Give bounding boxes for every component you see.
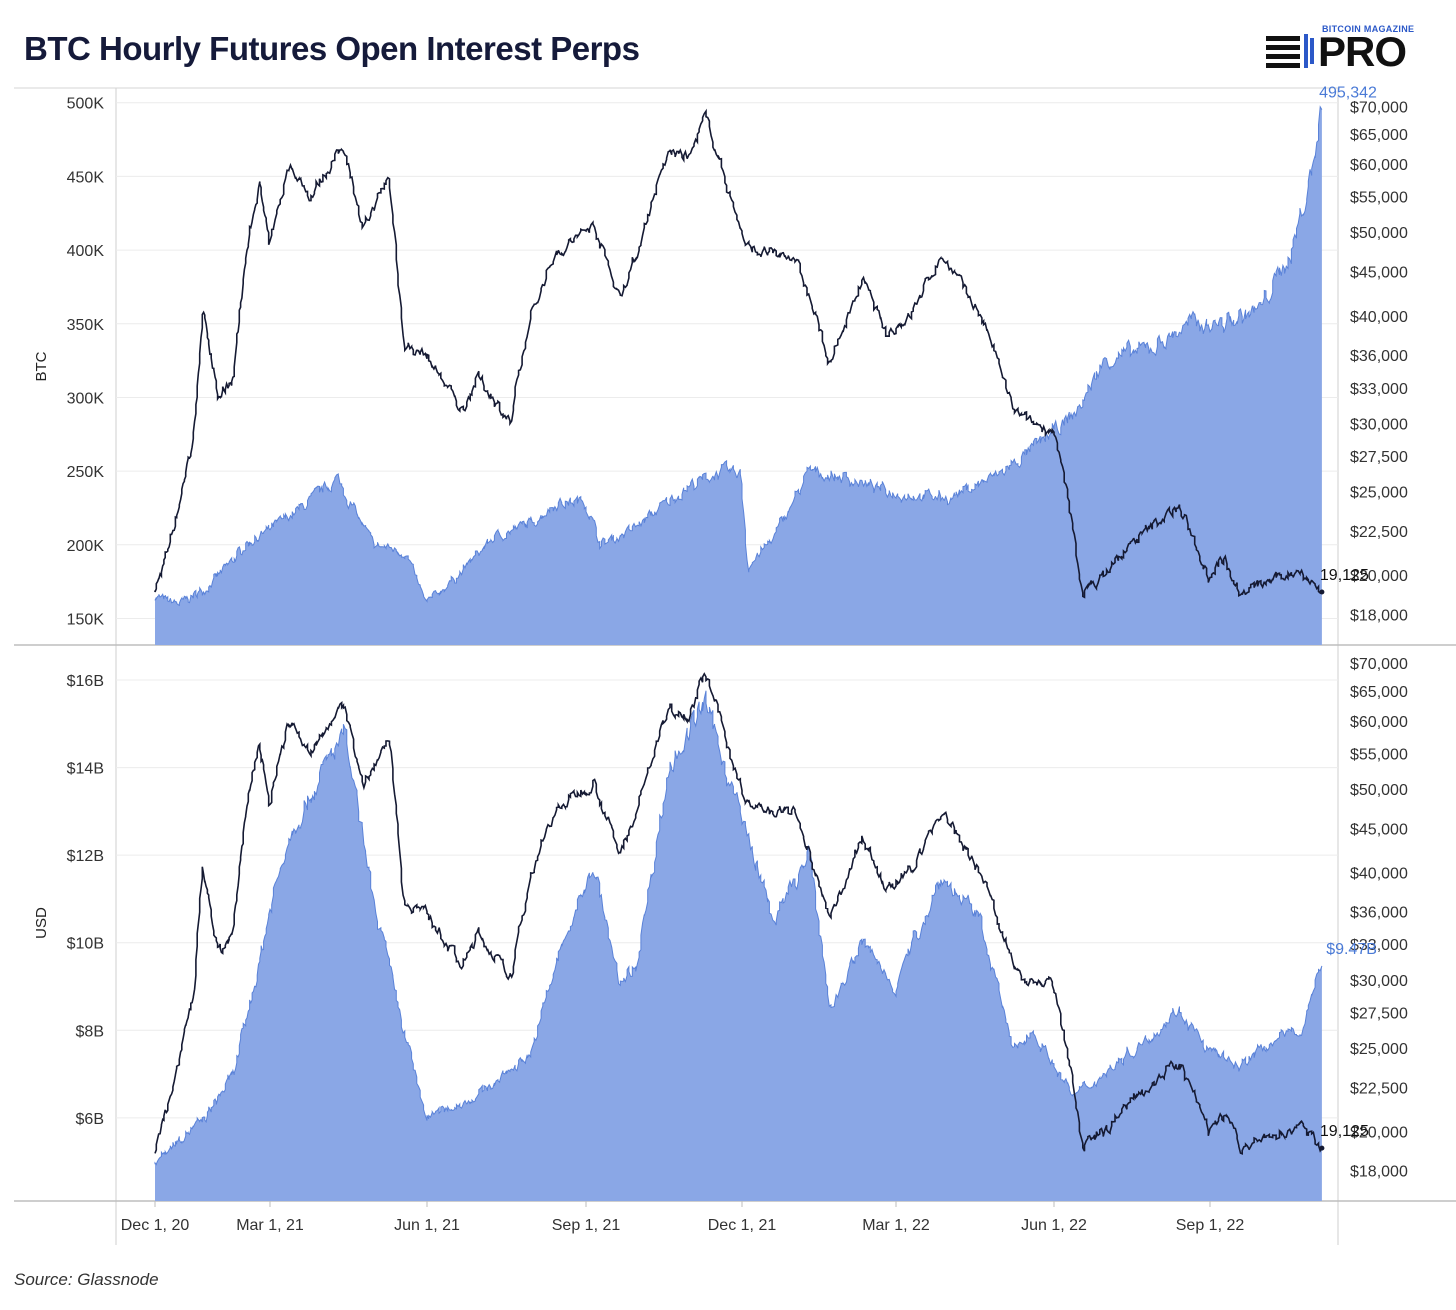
y-axis-label: USD xyxy=(33,907,50,939)
y2-tick-label: $33,000 xyxy=(1350,937,1408,954)
y2-tick-label: $18,000 xyxy=(1350,1164,1408,1181)
y2-tick-label: $18,000 xyxy=(1350,608,1408,625)
y-tick-label: $14B xyxy=(67,761,104,778)
y-tick-label: 300K xyxy=(67,390,105,407)
open-interest-area xyxy=(155,690,1322,1201)
y2-tick-label: $40,000 xyxy=(1350,309,1408,326)
x-tick-label: Jun 1, 22 xyxy=(1021,1217,1087,1234)
y-tick-label: 150K xyxy=(67,611,105,628)
y2-tick-label: $27,500 xyxy=(1350,1005,1408,1022)
y2-tick-label: $45,000 xyxy=(1350,265,1408,282)
panel-1: 150K 200K 250K 300K 350K 400K 450K 500K $18,000 $… xyxy=(33,85,1408,646)
y2-tick-label: $55,000 xyxy=(1350,190,1408,207)
y-tick-label: $10B xyxy=(67,936,104,953)
y2-tick-label: $65,000 xyxy=(1350,127,1408,144)
logo-top-text: BITCOIN MAGAZINE xyxy=(1322,24,1415,34)
y2-tick-label: $30,000 xyxy=(1350,973,1408,990)
y-tick-label: $6B xyxy=(76,1111,104,1128)
y-tick-label: 250K xyxy=(67,464,105,481)
open-interest-end-label: $9.47B xyxy=(1326,941,1377,958)
y2-tick-label: $50,000 xyxy=(1350,782,1408,799)
y2-tick-label: $20,000 xyxy=(1350,568,1408,585)
x-tick-label: Mar 1, 22 xyxy=(862,1217,930,1234)
y-tick-label: 500K xyxy=(67,96,105,113)
price-end-marker xyxy=(1319,589,1325,595)
open-interest-area xyxy=(155,106,1322,646)
y2-tick-label: $70,000 xyxy=(1350,99,1408,116)
y2-tick-label: $60,000 xyxy=(1350,157,1408,174)
y-axis-label: BTC xyxy=(33,351,50,381)
open-interest-end-label: 495,342 xyxy=(1319,85,1377,102)
y2-tick-label: $30,000 xyxy=(1350,416,1408,433)
y2-tick-label: $45,000 xyxy=(1350,821,1408,838)
y2-tick-label: $65,000 xyxy=(1350,684,1408,701)
open-interest-line xyxy=(154,105,1323,607)
y2-tick-label: $70,000 xyxy=(1350,656,1408,673)
logo-pro-text: PRO xyxy=(1318,28,1407,75)
x-tick-label: Sep 1, 21 xyxy=(552,1217,621,1234)
x-tick-label: Sep 1, 22 xyxy=(1176,1217,1245,1234)
bitcoin-magazine-pro-logo: BITCOIN MAGAZINE PRO xyxy=(1264,24,1432,76)
y2-tick-label: $36,000 xyxy=(1350,348,1408,365)
open-interest-line xyxy=(154,690,1323,1166)
y2-tick-label: $22,500 xyxy=(1350,524,1408,541)
price-end-marker xyxy=(1319,1145,1325,1151)
y2-tick-label: $50,000 xyxy=(1350,225,1408,242)
y2-tick-label: $33,000 xyxy=(1350,381,1408,398)
y-tick-label: $16B xyxy=(67,673,104,690)
y-tick-label: 350K xyxy=(67,317,105,334)
y-tick-label: 400K xyxy=(67,243,105,260)
y2-tick-label: $60,000 xyxy=(1350,714,1408,731)
y2-tick-label: $22,500 xyxy=(1350,1080,1408,1097)
chart-canvas: 150K200K250K300K350K400K450K500K$18,000$… xyxy=(14,85,1456,1245)
y2-tick-label: $25,000 xyxy=(1350,1041,1408,1058)
btc-price-line xyxy=(154,672,1323,1155)
y2-tick-label: $36,000 xyxy=(1350,905,1408,922)
price-end-label: 19,125 xyxy=(1320,567,1369,584)
y-tick-label: $8B xyxy=(76,1023,104,1040)
y-tick-label: 200K xyxy=(67,538,105,555)
source-note: Source: Glassnode xyxy=(14,1270,159,1289)
y2-tick-label: $20,000 xyxy=(1350,1124,1408,1141)
y2-tick-label: $55,000 xyxy=(1350,746,1408,763)
y2-tick-label: $40,000 xyxy=(1350,865,1408,882)
x-tick-label: Mar 1, 21 xyxy=(236,1217,304,1234)
y2-tick-label: $25,000 xyxy=(1350,485,1408,502)
y-tick-label: $12B xyxy=(67,848,104,865)
x-tick-label: Dec 1, 21 xyxy=(708,1217,777,1234)
y2-tick-label: $27,500 xyxy=(1350,449,1408,466)
chart-title: BTC Hourly Futures Open Interest Perps xyxy=(24,30,640,67)
x-tick-label: Jun 1, 21 xyxy=(394,1217,460,1234)
logo-bars-icon xyxy=(1266,34,1314,68)
btc-price-line xyxy=(154,108,1323,599)
panel-2: $6B $8B $10B $12B $14B $16B $18,000 $20,000 $22,… xyxy=(33,656,1408,1201)
x-tick-label: Dec 1, 20 xyxy=(121,1217,190,1234)
y-tick-label: 450K xyxy=(67,169,105,186)
price-end-label: 19,125 xyxy=(1320,1123,1369,1140)
